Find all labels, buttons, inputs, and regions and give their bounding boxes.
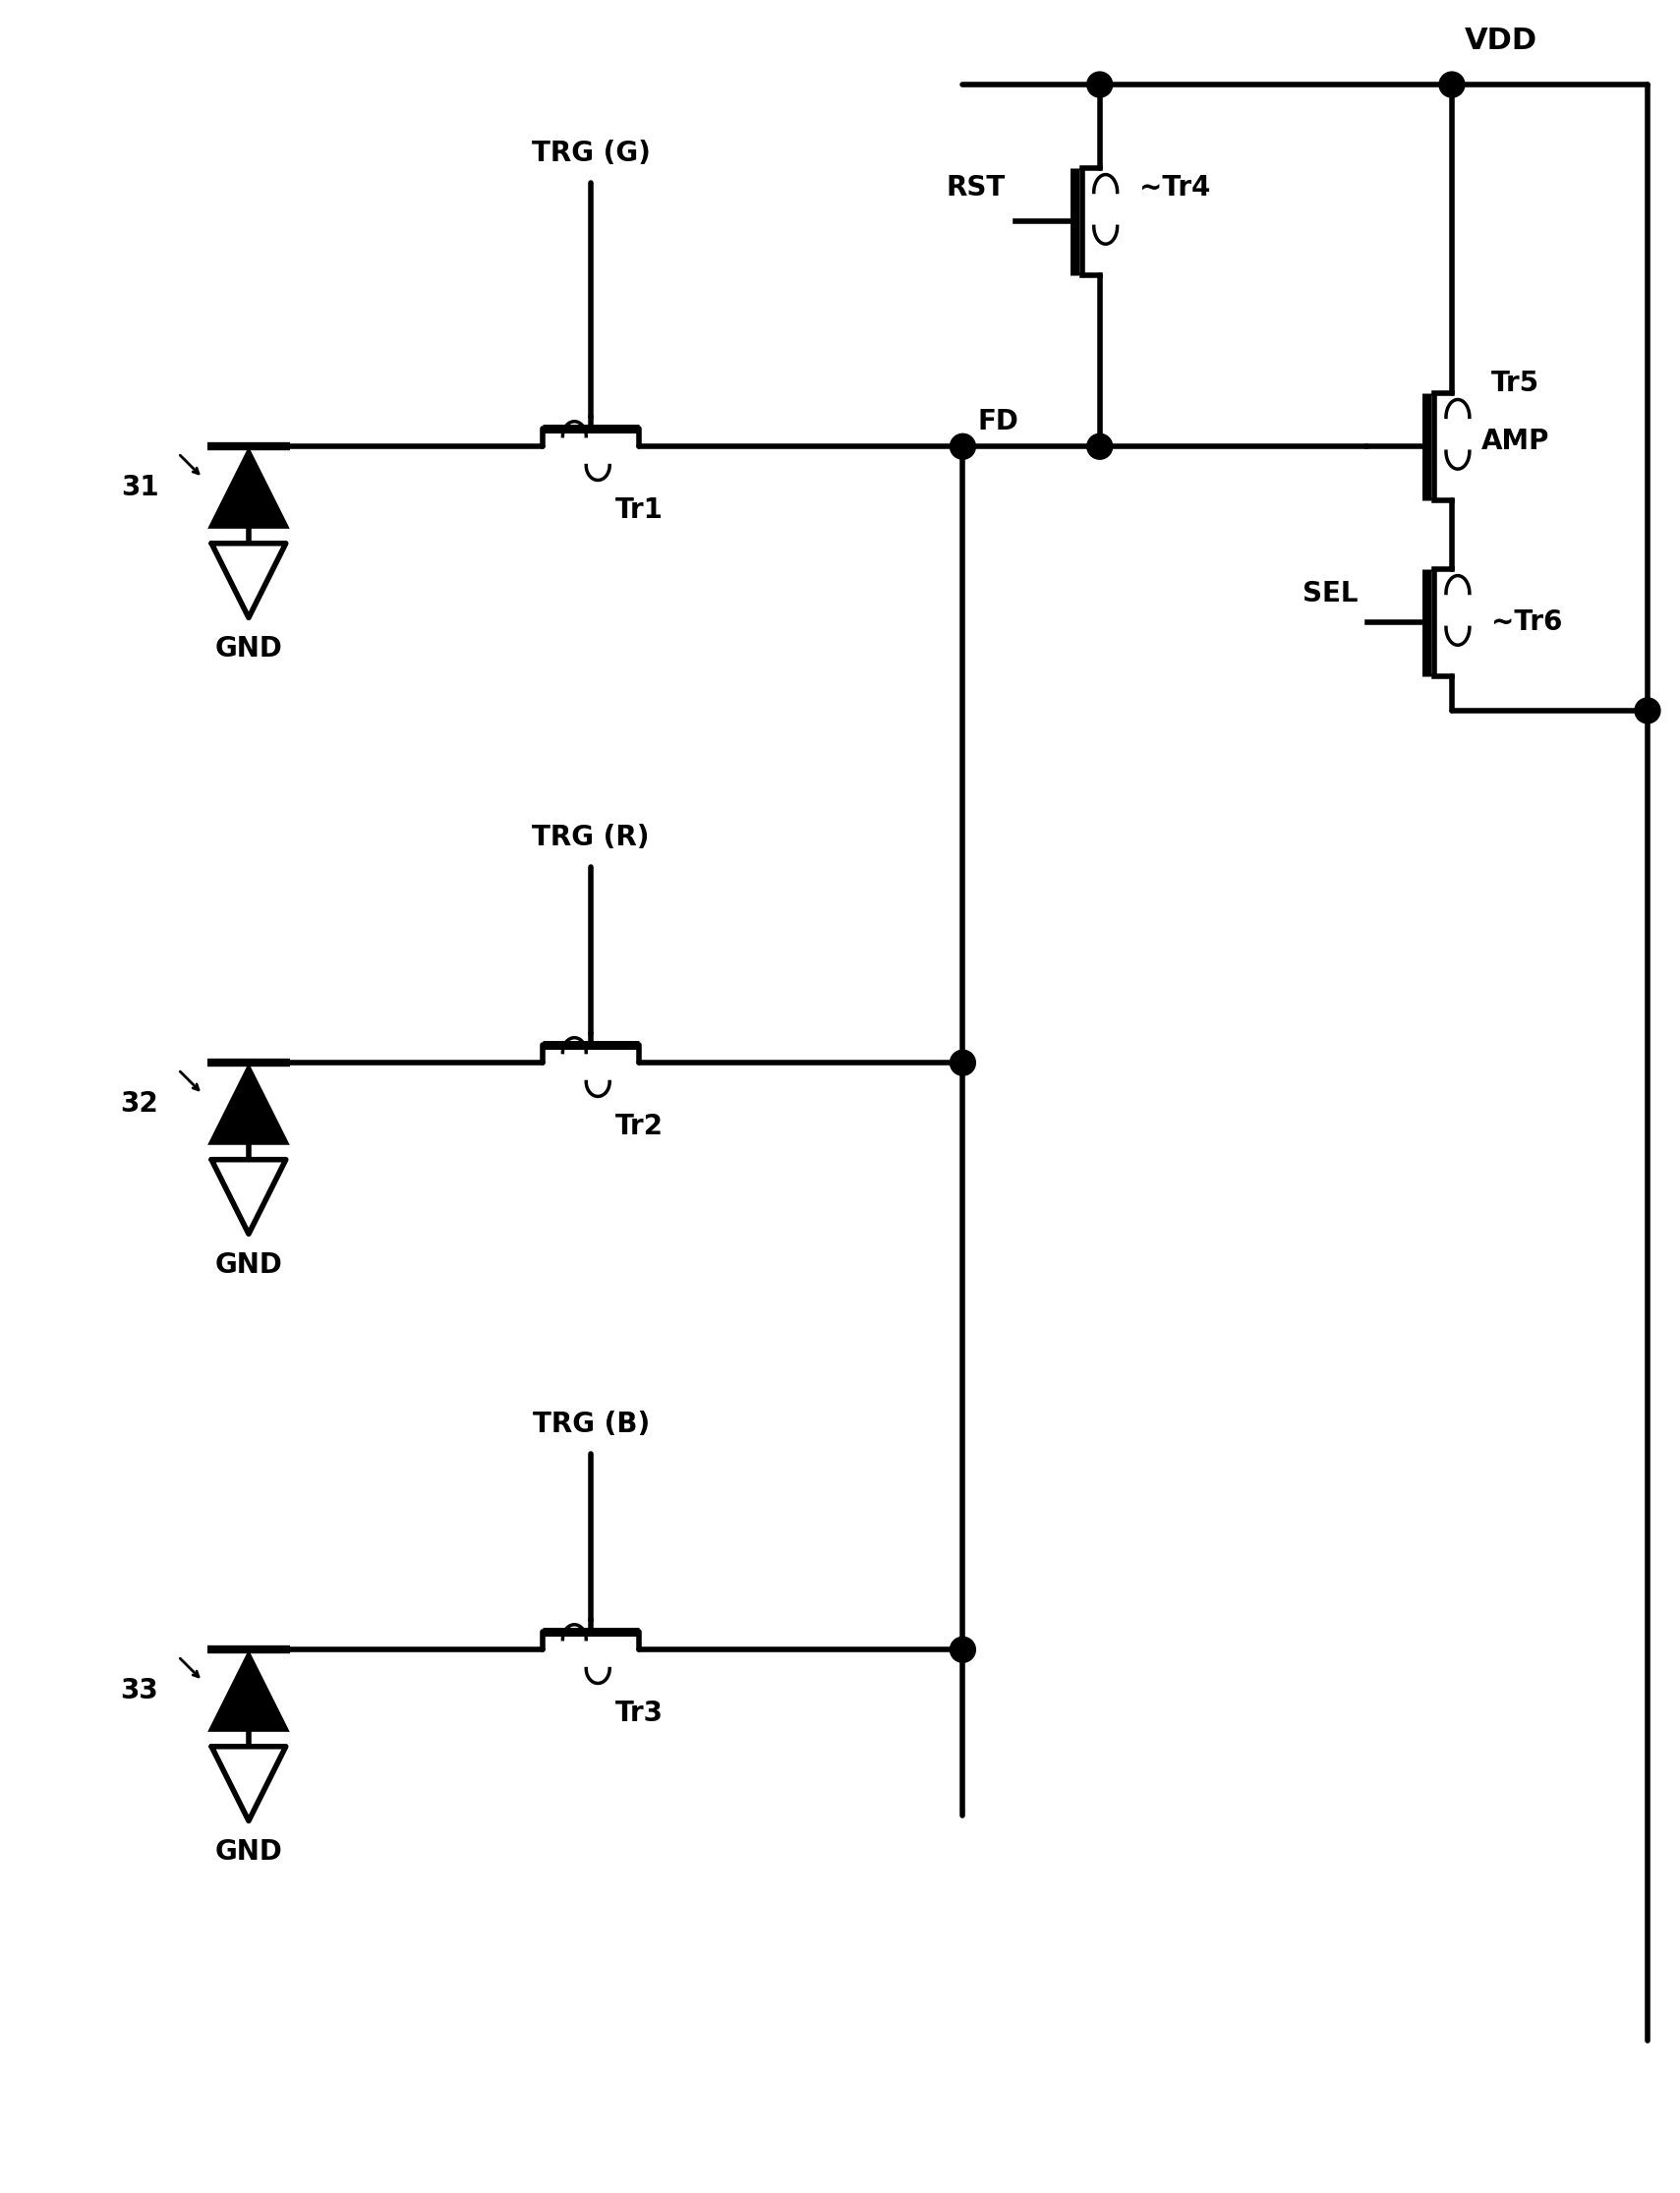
Text: 32: 32 (121, 1090, 158, 1118)
Polygon shape (208, 1649, 289, 1732)
Text: ~Tr4: ~Tr4 (1139, 173, 1210, 202)
Text: TRG (B): TRG (B) (533, 1410, 650, 1439)
Text: Tr3: Tr3 (615, 1700, 664, 1728)
Text: Tr1: Tr1 (615, 496, 664, 524)
Text: AMP: AMP (1482, 428, 1549, 456)
Polygon shape (212, 544, 286, 618)
Text: ~Tr6: ~Tr6 (1492, 610, 1562, 636)
Polygon shape (212, 1746, 286, 1820)
Circle shape (1087, 434, 1112, 458)
Polygon shape (208, 1064, 289, 1145)
Polygon shape (212, 1160, 286, 1235)
Text: Tr2: Tr2 (615, 1112, 664, 1140)
Text: GND: GND (215, 1838, 282, 1866)
Text: SEL: SEL (1302, 579, 1357, 607)
Circle shape (1087, 72, 1112, 96)
Circle shape (1440, 72, 1465, 96)
Text: Tr5: Tr5 (1492, 368, 1539, 397)
Text: TRG (R): TRG (R) (533, 825, 650, 851)
Circle shape (951, 1050, 976, 1075)
Circle shape (1635, 697, 1660, 724)
Circle shape (951, 1636, 976, 1662)
Text: RST: RST (946, 173, 1006, 202)
Text: TRG (G): TRG (G) (531, 140, 650, 167)
Text: 31: 31 (121, 474, 158, 502)
Text: 33: 33 (121, 1678, 158, 1704)
Text: FD: FD (978, 408, 1018, 436)
Circle shape (951, 434, 976, 458)
Text: GND: GND (215, 636, 282, 662)
Text: VDD: VDD (1465, 26, 1537, 55)
Text: GND: GND (215, 1252, 282, 1279)
Polygon shape (208, 447, 289, 529)
